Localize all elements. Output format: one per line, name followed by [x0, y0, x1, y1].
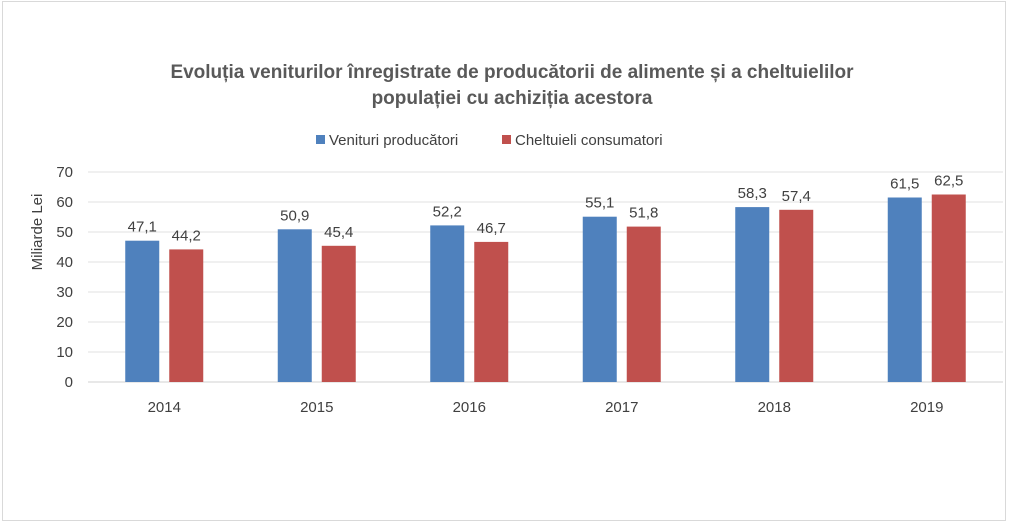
chart-title-line-1: Evoluția veniturilor înregistrate de pro…: [170, 62, 854, 83]
y-tick-label: 50: [56, 224, 73, 241]
y-tick-label: 40: [56, 254, 73, 271]
data-label: 50,9: [280, 207, 309, 224]
bar-venituri-2018: [735, 207, 770, 382]
legend-swatch-cheltuieli: [502, 135, 511, 144]
bar-cheltuieli-2017: [626, 226, 661, 382]
y-tick-label: 30: [56, 284, 73, 301]
y-tick-label: 60: [56, 194, 73, 211]
x-axis-ticks: 2014 2015 2016 2017 2018 2019: [148, 399, 944, 416]
y-tick-label: 10: [56, 344, 73, 361]
x-tick-label: 2017: [605, 399, 638, 416]
data-label: 46,7: [477, 220, 506, 237]
legend-label-venituri: Venituri producători: [329, 132, 458, 149]
legend: Venituri producători Cheltuieli consumat…: [316, 132, 663, 149]
x-tick-label: 2016: [453, 399, 486, 416]
bar-cheltuieli-2019: [931, 194, 966, 382]
bars: 47,1 44,2 50,9 45,4 52,2 46,7 55,1 51,8 58,3 57,4…: [125, 173, 966, 382]
bar-cheltuieli-2018: [779, 209, 814, 382]
bar-cheltuieli-2015: [321, 245, 356, 382]
legend-swatch-venituri: [316, 135, 325, 144]
y-axis-label: Miliarde Lei: [29, 194, 46, 271]
data-label: 61,5: [890, 176, 919, 193]
y-tick-label: 20: [56, 314, 73, 331]
bar-cheltuieli-2014: [169, 249, 204, 382]
data-label: 44,2: [172, 227, 201, 244]
bar-venituri-2014: [125, 240, 160, 382]
bar-venituri-2016: [430, 225, 465, 382]
bar-chart: Evoluția veniturilor înregistrate de pro…: [29, 62, 1003, 416]
legend-label-cheltuieli: Cheltuieli consumatori: [515, 132, 663, 149]
data-label: 55,1: [585, 195, 614, 212]
x-tick-label: 2019: [910, 399, 943, 416]
data-label: 47,1: [128, 219, 157, 236]
data-label: 58,3: [738, 185, 767, 202]
data-label: 52,2: [433, 203, 462, 220]
x-tick-label: 2015: [300, 399, 333, 416]
data-label: 45,4: [324, 224, 353, 241]
bar-venituri-2017: [582, 216, 617, 382]
bar-venituri-2019: [887, 197, 922, 382]
data-label: 62,5: [934, 173, 963, 190]
gridlines: [88, 171, 1003, 383]
chart-title-line-2: populației cu achiziția acestora: [372, 88, 653, 109]
x-tick-label: 2014: [148, 399, 181, 416]
data-label: 57,4: [782, 188, 811, 205]
bar-venituri-2015: [277, 229, 312, 382]
y-axis-ticks: 0 10 20 30 40 50 60 70: [56, 164, 73, 391]
bar-cheltuieli-2016: [474, 241, 509, 382]
x-tick-label: 2018: [758, 399, 791, 416]
data-label: 51,8: [629, 205, 658, 222]
y-tick-label: 0: [65, 374, 73, 391]
y-tick-label: 70: [56, 164, 73, 181]
